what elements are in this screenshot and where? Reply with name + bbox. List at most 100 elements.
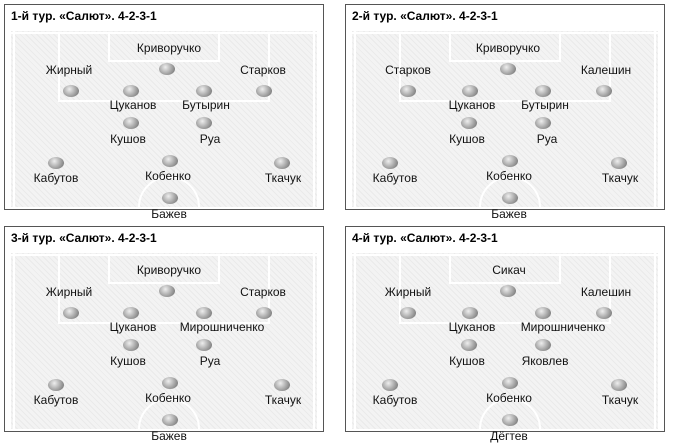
lineup-panel-round-4: 4-й тур. «Салют». 4-2-3-1 Сикач Жирный К… bbox=[345, 226, 665, 443]
pitch: Сикач Жирный Калешин Цуканов Мирошниченк… bbox=[352, 253, 658, 443]
pitch: Криворучко Жирный Старков Цуканов Мирошн… bbox=[11, 253, 317, 443]
panel-title: 4-й тур. «Салют». 4-2-3-1 bbox=[352, 231, 498, 245]
player-marker bbox=[596, 85, 612, 97]
player-name: Криворучко bbox=[136, 263, 202, 277]
player-marker bbox=[123, 117, 139, 129]
player-marker bbox=[596, 307, 612, 319]
lineup-panel-round-3: 3-й тур. «Салют». 4-2-3-1 Криворучко Жир… bbox=[4, 226, 324, 443]
player-name: Калешин bbox=[580, 63, 632, 77]
player-marker bbox=[462, 307, 478, 319]
player-name: Криворучко bbox=[136, 41, 202, 55]
player-name: Цуканов bbox=[448, 320, 496, 334]
player-marker bbox=[196, 339, 212, 351]
player-name: Кабутов bbox=[33, 171, 79, 185]
player-name: Жирный bbox=[45, 285, 93, 299]
lineup-panel-round-1: 1-й тур. «Салют». 4-2-3-1 Криворучко Жир… bbox=[4, 4, 324, 221]
player-name: Кабутов bbox=[372, 171, 418, 185]
player-marker bbox=[63, 85, 79, 97]
player-name: Бутырин bbox=[182, 98, 230, 112]
player-marker bbox=[461, 339, 477, 351]
player-marker bbox=[400, 85, 416, 97]
player-name: Дёгтев bbox=[490, 429, 528, 443]
player-marker bbox=[162, 377, 178, 389]
player-marker bbox=[159, 63, 175, 75]
player-name: Кушов bbox=[449, 132, 485, 146]
player-marker bbox=[462, 85, 478, 97]
goalkeeper-marker bbox=[162, 414, 178, 426]
player-marker bbox=[123, 339, 139, 351]
player-name: Бутырин bbox=[521, 98, 569, 112]
player-name: Ткачук bbox=[264, 393, 302, 407]
player-marker bbox=[382, 157, 398, 169]
goalkeeper-marker bbox=[162, 192, 178, 204]
player-name: Старков bbox=[240, 285, 286, 299]
player-name: Кабутов bbox=[33, 393, 79, 407]
player-name: Криворучко bbox=[475, 41, 541, 55]
pitch: Криворучко Старков Калешин Цуканов Бутыр… bbox=[352, 31, 658, 221]
pitch-markings bbox=[11, 31, 317, 207]
player-marker bbox=[196, 117, 212, 129]
pitch-markings bbox=[352, 31, 658, 207]
player-name: Мирошниченко bbox=[179, 320, 265, 334]
player-marker bbox=[500, 285, 516, 297]
player-name: Кушов bbox=[110, 132, 146, 146]
player-marker bbox=[535, 85, 551, 97]
player-name: Руа bbox=[199, 354, 221, 368]
player-name: Бажев bbox=[151, 429, 187, 443]
player-marker bbox=[502, 377, 518, 389]
player-name: Старков bbox=[385, 63, 431, 77]
pitch-markings bbox=[352, 253, 658, 429]
player-marker bbox=[274, 379, 290, 391]
player-marker bbox=[382, 379, 398, 391]
player-name: Руа bbox=[536, 132, 558, 146]
pitch: Криворучко Жирный Старков Цуканов Бутыри… bbox=[11, 31, 317, 221]
player-marker bbox=[123, 85, 139, 97]
player-name: Ткачук bbox=[601, 393, 639, 407]
player-marker bbox=[162, 155, 178, 167]
player-name: Кобенко bbox=[486, 391, 532, 405]
player-name: Цуканов bbox=[109, 98, 157, 112]
goalkeeper-marker bbox=[502, 414, 518, 426]
pitch-markings bbox=[11, 253, 317, 429]
player-name: Цуканов bbox=[109, 320, 157, 334]
player-marker bbox=[400, 307, 416, 319]
player-marker bbox=[535, 117, 551, 129]
player-name: Кобенко bbox=[145, 169, 191, 183]
player-name: Руа bbox=[199, 132, 221, 146]
player-name: Мирошниченко bbox=[520, 320, 606, 334]
goalkeeper-marker bbox=[502, 192, 518, 204]
player-marker bbox=[500, 63, 516, 75]
player-name: Ткачук bbox=[264, 171, 302, 185]
player-marker bbox=[256, 307, 272, 319]
player-marker bbox=[611, 379, 627, 391]
lineup-panel-round-2: 2-й тур. «Салют». 4-2-3-1 Криворучко Ста… bbox=[345, 4, 665, 221]
player-name: Бажев bbox=[491, 207, 527, 221]
player-name: Жирный bbox=[45, 63, 93, 77]
player-marker bbox=[63, 307, 79, 319]
player-marker bbox=[159, 285, 175, 297]
player-name: Кобенко bbox=[486, 169, 532, 183]
player-marker bbox=[461, 117, 477, 129]
panel-title: 1-й тур. «Салют». 4-2-3-1 bbox=[11, 9, 157, 23]
player-marker bbox=[196, 85, 212, 97]
player-marker bbox=[535, 339, 551, 351]
player-marker bbox=[274, 157, 290, 169]
player-name: Ткачук bbox=[601, 171, 639, 185]
player-name: Старков bbox=[240, 63, 286, 77]
player-marker bbox=[535, 307, 551, 319]
panel-title: 3-й тур. «Салют». 4-2-3-1 bbox=[11, 231, 157, 245]
player-marker bbox=[48, 379, 64, 391]
player-name: Калешин bbox=[580, 285, 632, 299]
player-name: Жирный bbox=[384, 285, 432, 299]
player-marker bbox=[611, 157, 627, 169]
player-marker bbox=[123, 307, 139, 319]
player-name: Сикач bbox=[492, 263, 526, 277]
player-name: Кушов bbox=[110, 354, 146, 368]
panel-title: 2-й тур. «Салют». 4-2-3-1 bbox=[352, 9, 498, 23]
player-marker bbox=[256, 85, 272, 97]
player-name: Кобенко bbox=[145, 391, 191, 405]
player-marker bbox=[48, 157, 64, 169]
player-name: Кушов bbox=[449, 354, 485, 368]
player-name: Цуканов bbox=[448, 98, 496, 112]
player-name: Кабутов bbox=[372, 393, 418, 407]
